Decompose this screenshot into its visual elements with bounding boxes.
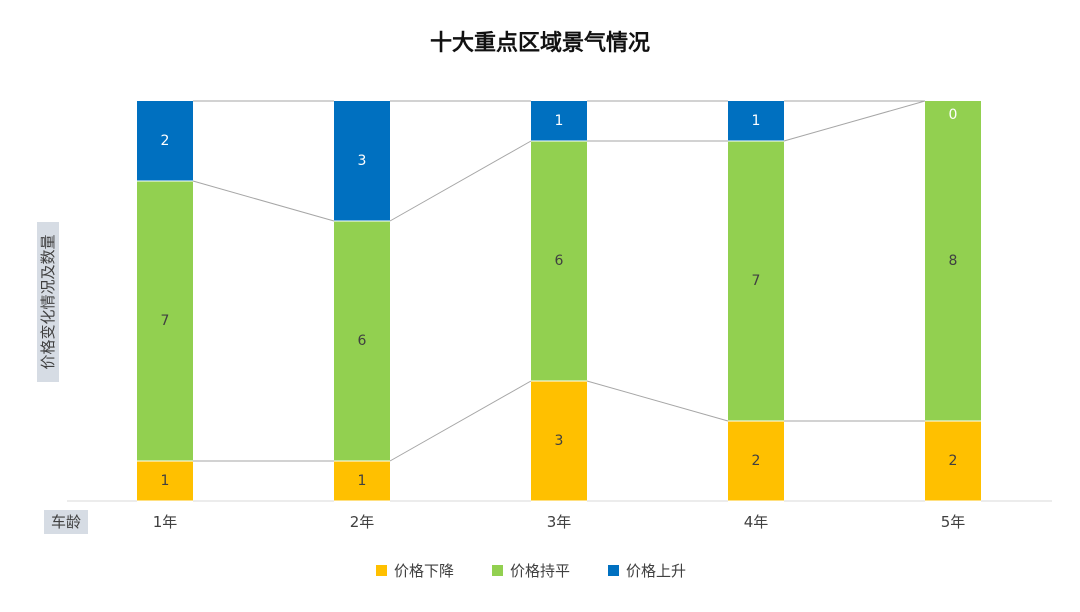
bars-group — [137, 101, 981, 502]
data-label-价格上升-5年: 0 — [949, 107, 958, 123]
data-label-价格持平-2年: 6 — [358, 333, 367, 349]
data-label-价格下降-4年: 2 — [752, 453, 761, 469]
connector-价格持平-1 — [192, 180, 335, 222]
legend-item-价格上升: 价格上升 — [608, 562, 686, 580]
x-axis-label: 车龄 — [51, 513, 81, 531]
bar-价格下降-3年 — [531, 381, 587, 501]
y-axis-title: 价格变化情况及数量 — [37, 222, 59, 382]
data-label-价格下降-3年: 3 — [555, 433, 564, 449]
legend-swatch-价格上升 — [608, 565, 619, 576]
x-tick-label-2年: 2年 — [350, 513, 375, 531]
x-tick-labels-group: 1年 2年 3年 4年 5年 — [153, 513, 966, 531]
series-connector-lines — [192, 100, 926, 462]
x-axis-title: 车龄 — [44, 510, 88, 534]
bar-价格持平-4年 — [728, 141, 784, 421]
connector-价格持平-4 — [783, 100, 926, 142]
chart-title: 十大重点区域景气情况 — [430, 30, 650, 56]
bar-价格上升-4年 — [728, 101, 784, 141]
x-tick-label-1年: 1年 — [153, 513, 178, 531]
bar-价格下降-4年 — [728, 421, 784, 501]
bar-价格上升-1年 — [137, 101, 193, 181]
legend-swatch-价格持平 — [492, 565, 503, 576]
connector-价格下降-3 — [586, 380, 729, 422]
data-label-价格上升-2年: 3 — [358, 153, 367, 169]
x-tick-label-5年: 5年 — [941, 513, 966, 531]
connector-价格下降-2 — [389, 380, 532, 462]
bar-价格持平-2年 — [334, 221, 390, 461]
data-label-价格下降-2年: 1 — [358, 473, 367, 489]
data-label-价格持平-5年: 8 — [949, 253, 958, 269]
x-tick-label-3年: 3年 — [547, 513, 572, 531]
bar-价格上升-2年 — [334, 101, 390, 221]
connector-价格持平-2 — [389, 140, 532, 222]
legend-label-价格上升: 价格上升 — [626, 562, 686, 580]
legend-label-价格持平: 价格持平 — [510, 562, 570, 580]
data-label-价格持平-1年: 7 — [161, 313, 170, 329]
legend-item-价格下降: 价格下降 — [376, 562, 454, 580]
legend-label-价格下降: 价格下降 — [394, 562, 454, 580]
bar-价格下降-2年 — [334, 461, 390, 501]
bar-价格下降-5年 — [925, 421, 981, 501]
data-label-价格上升-1年: 2 — [161, 133, 170, 149]
bar-价格下降-1年 — [137, 461, 193, 501]
data-label-价格下降-1年: 1 — [161, 473, 170, 489]
data-label-价格上升-3年: 1 — [555, 113, 564, 129]
x-tick-label-4年: 4年 — [744, 513, 769, 531]
data-label-价格持平-4年: 7 — [752, 273, 761, 289]
legend-swatch-价格下降 — [376, 565, 387, 576]
bar-价格持平-3年 — [531, 141, 587, 381]
bar-价格持平-5年 — [925, 101, 981, 421]
data-label-价格持平-3年: 6 — [555, 253, 564, 269]
legend: 价格下降 价格持平 价格上升 — [376, 562, 686, 580]
y-axis-label: 价格变化情况及数量 — [39, 234, 57, 369]
legend-item-价格持平: 价格持平 — [492, 562, 570, 580]
data-label-价格上升-4年: 1 — [752, 113, 761, 129]
bar-价格上升-3年 — [531, 101, 587, 141]
data-label-价格下降-5年: 2 — [949, 453, 958, 469]
bar-价格持平-1年 — [137, 181, 193, 461]
